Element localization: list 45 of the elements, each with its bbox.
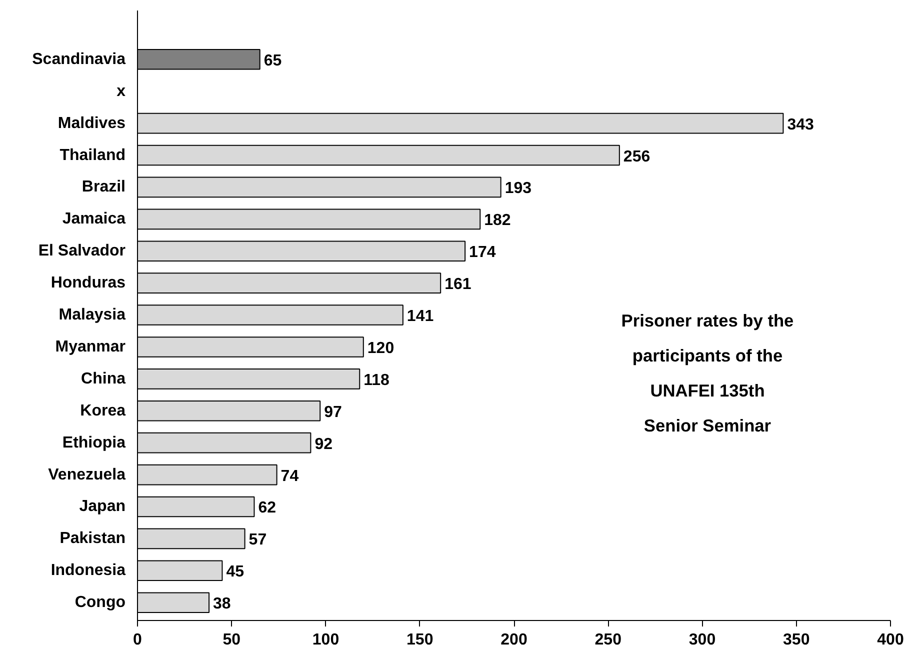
y-tick-label: Honduras bbox=[50, 274, 126, 292]
y-tick-label: Indonesia bbox=[50, 562, 126, 580]
x-tick-label: 300 bbox=[688, 632, 716, 648]
x-tick-label: 50 bbox=[222, 632, 241, 648]
data-label: 118 bbox=[364, 372, 390, 389]
data-label: 97 bbox=[324, 404, 342, 421]
x-tick-label: 200 bbox=[500, 632, 528, 648]
y-tick-label: x bbox=[116, 82, 126, 100]
y-tick-label: Pakistan bbox=[60, 530, 126, 548]
data-label: 62 bbox=[258, 500, 276, 517]
y-tick-label: Scandinavia bbox=[32, 50, 126, 68]
data-label: 57 bbox=[248, 532, 267, 549]
y-tick-label: Malaysia bbox=[58, 306, 126, 324]
data-label: 92 bbox=[314, 436, 333, 453]
data-label: 174 bbox=[469, 244, 496, 262]
y-tick-label: China bbox=[81, 370, 126, 388]
data-label: 193 bbox=[504, 180, 532, 198]
y-tick-label: Japan bbox=[79, 498, 126, 516]
y-tick-label: Brazil bbox=[82, 178, 126, 196]
y-tick-label: Maldives bbox=[58, 114, 126, 132]
data-label: 120 bbox=[367, 340, 394, 357]
x-tick-label: 150 bbox=[406, 632, 434, 648]
y-tick-label: Korea bbox=[80, 402, 126, 420]
y-tick-label: Thailand bbox=[60, 146, 126, 164]
data-label: 38 bbox=[213, 596, 231, 613]
y-tick-label: Venezuela bbox=[48, 466, 126, 484]
data-label: 343 bbox=[787, 116, 814, 134]
data-label: 182 bbox=[484, 212, 511, 230]
data-label: 256 bbox=[623, 148, 650, 166]
x-tick-label: 250 bbox=[594, 632, 622, 648]
x-tick-label: 400 bbox=[877, 632, 904, 648]
data-label: 65 bbox=[264, 52, 282, 70]
y-tick-label: El Salvador bbox=[38, 242, 126, 260]
y-tick-label: Ethiopia bbox=[62, 434, 126, 452]
data-label: 74 bbox=[280, 468, 299, 485]
y-tick-label: Congo bbox=[74, 594, 126, 612]
annotation: Prisoner rates by the participants of the UNAFEI 135th Senior Seminar bbox=[621, 310, 794, 436]
x-tick-label: 100 bbox=[312, 632, 340, 648]
y-tick-label: Jamaica bbox=[62, 210, 126, 228]
y-tick-label: Myanmar bbox=[55, 338, 126, 356]
data-label: 45 bbox=[226, 564, 244, 581]
x-tick-label: 0 bbox=[133, 632, 142, 648]
data-label: 161 bbox=[444, 276, 472, 294]
x-tick-label: 350 bbox=[783, 632, 810, 648]
data-label: 141 bbox=[406, 308, 434, 326]
